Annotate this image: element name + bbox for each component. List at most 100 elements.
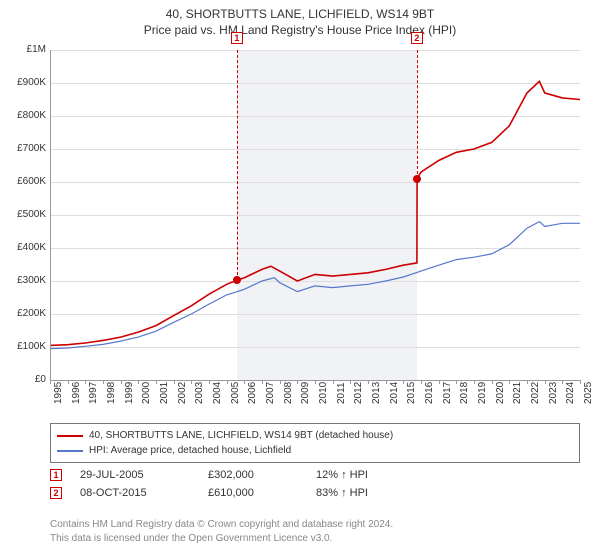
x-tick bbox=[333, 380, 334, 384]
x-tick-label: 1995 bbox=[53, 382, 64, 404]
legend-item: 40, SHORTBUTTS LANE, LICHFIELD, WS14 9BT… bbox=[57, 428, 573, 443]
x-tick-label: 2002 bbox=[177, 382, 188, 404]
x-tick bbox=[138, 380, 139, 384]
legend-label: HPI: Average price, detached house, Lich… bbox=[89, 443, 291, 458]
y-tick-label: £500K bbox=[2, 209, 46, 220]
x-tick-label: 1999 bbox=[124, 382, 135, 404]
sale-marker-box: 1 bbox=[231, 32, 243, 44]
x-tick bbox=[50, 380, 51, 384]
sale-price: £302,000 bbox=[208, 469, 298, 481]
y-tick-label: £1M bbox=[2, 44, 46, 55]
x-tick bbox=[209, 380, 210, 384]
x-tick-label: 2017 bbox=[442, 382, 453, 404]
x-tick bbox=[103, 380, 104, 384]
chart-area: 12 £0£100K£200K£300K£400K£500K£600K£700K… bbox=[50, 50, 580, 410]
x-tick bbox=[68, 380, 69, 384]
x-tick bbox=[297, 380, 298, 384]
x-tick bbox=[227, 380, 228, 384]
x-tick bbox=[474, 380, 475, 384]
x-tick bbox=[527, 380, 528, 384]
y-tick-label: £200K bbox=[2, 308, 46, 319]
x-tick-label: 2003 bbox=[194, 382, 205, 404]
y-tick-label: £600K bbox=[2, 176, 46, 187]
sale-marker-dot bbox=[233, 276, 241, 284]
y-tick-label: £300K bbox=[2, 275, 46, 286]
x-tick-label: 2015 bbox=[406, 382, 417, 404]
x-tick bbox=[421, 380, 422, 384]
x-tick-label: 2001 bbox=[159, 382, 170, 404]
chart-title: 40, SHORTBUTTS LANE, LICHFIELD, WS14 9BT bbox=[0, 0, 600, 23]
sale-price: £610,000 bbox=[208, 487, 298, 499]
line-series bbox=[50, 50, 580, 380]
legend: 40, SHORTBUTTS LANE, LICHFIELD, WS14 9BT… bbox=[50, 423, 580, 463]
x-tick-label: 2012 bbox=[353, 382, 364, 404]
legend-swatch bbox=[57, 450, 83, 452]
sale-date: 08-OCT-2015 bbox=[80, 487, 190, 499]
y-tick-label: £400K bbox=[2, 242, 46, 253]
x-tick bbox=[121, 380, 122, 384]
sale-marker-line bbox=[237, 50, 238, 280]
x-tick bbox=[456, 380, 457, 384]
sale-date: 29-JUL-2005 bbox=[80, 469, 190, 481]
footnote: Contains HM Land Registry data © Crown c… bbox=[50, 518, 580, 545]
x-tick-label: 2024 bbox=[565, 382, 576, 404]
x-tick bbox=[562, 380, 563, 384]
sale-marker-box: 2 bbox=[411, 32, 423, 44]
y-tick-label: £700K bbox=[2, 143, 46, 154]
y-tick-label: £900K bbox=[2, 77, 46, 88]
x-tick-label: 2022 bbox=[530, 382, 541, 404]
x-tick bbox=[580, 380, 581, 384]
x-tick-label: 2010 bbox=[318, 382, 329, 404]
series-hpi bbox=[50, 222, 580, 349]
legend-swatch bbox=[57, 435, 83, 437]
sale-row: 2 08-OCT-2015 £610,000 83% ↑ HPI bbox=[50, 484, 580, 502]
x-tick-label: 1997 bbox=[88, 382, 99, 404]
x-tick-label: 2000 bbox=[141, 382, 152, 404]
x-tick-label: 2004 bbox=[212, 382, 223, 404]
legend-item: HPI: Average price, detached house, Lich… bbox=[57, 443, 573, 458]
x-tick-label: 2025 bbox=[583, 382, 594, 404]
sales-table: 129-JUL-2005£302,00012% ↑ HPI208-OCT-201… bbox=[50, 466, 580, 502]
x-tick-label: 2005 bbox=[230, 382, 241, 404]
x-tick-label: 2013 bbox=[371, 382, 382, 404]
x-tick-label: 1996 bbox=[71, 382, 82, 404]
x-tick-label: 2016 bbox=[424, 382, 435, 404]
x-tick bbox=[350, 380, 351, 384]
x-tick bbox=[492, 380, 493, 384]
x-tick-label: 1998 bbox=[106, 382, 117, 404]
x-tick-label: 2020 bbox=[495, 382, 506, 404]
x-tick bbox=[386, 380, 387, 384]
x-tick-label: 2008 bbox=[283, 382, 294, 404]
sale-marker-line bbox=[417, 50, 418, 179]
sale-row: 129-JUL-2005£302,00012% ↑ HPI bbox=[50, 466, 580, 484]
x-tick bbox=[156, 380, 157, 384]
x-tick bbox=[439, 380, 440, 384]
chart-container: 40, SHORTBUTTS LANE, LICHFIELD, WS14 9BT… bbox=[0, 0, 600, 560]
x-tick bbox=[280, 380, 281, 384]
x-tick bbox=[174, 380, 175, 384]
footnote-line-1: Contains HM Land Registry data © Crown c… bbox=[50, 518, 580, 532]
x-tick-label: 2014 bbox=[389, 382, 400, 404]
sale-marker-icon: 1 bbox=[50, 469, 62, 481]
plot-area: 12 bbox=[50, 50, 580, 380]
series-property bbox=[50, 81, 580, 345]
x-tick-label: 2011 bbox=[336, 382, 347, 404]
x-tick-label: 2021 bbox=[512, 382, 523, 404]
x-tick bbox=[315, 380, 316, 384]
y-tick-label: £100K bbox=[2, 341, 46, 352]
x-tick bbox=[403, 380, 404, 384]
x-tick bbox=[85, 380, 86, 384]
x-tick-label: 2007 bbox=[265, 382, 276, 404]
x-tick-label: 2009 bbox=[300, 382, 311, 404]
sale-hpi: 83% ↑ HPI bbox=[316, 487, 580, 499]
x-tick-label: 2019 bbox=[477, 382, 488, 404]
sale-marker-dot bbox=[413, 175, 421, 183]
x-tick bbox=[244, 380, 245, 384]
y-tick-label: £0 bbox=[2, 374, 46, 385]
y-tick-label: £800K bbox=[2, 110, 46, 121]
x-tick-label: 2006 bbox=[247, 382, 258, 404]
sale-marker-icon: 2 bbox=[50, 487, 62, 499]
x-tick-label: 2018 bbox=[459, 382, 470, 404]
footnote-line-2: This data is licensed under the Open Gov… bbox=[50, 532, 580, 546]
legend-label: 40, SHORTBUTTS LANE, LICHFIELD, WS14 9BT… bbox=[89, 428, 393, 443]
